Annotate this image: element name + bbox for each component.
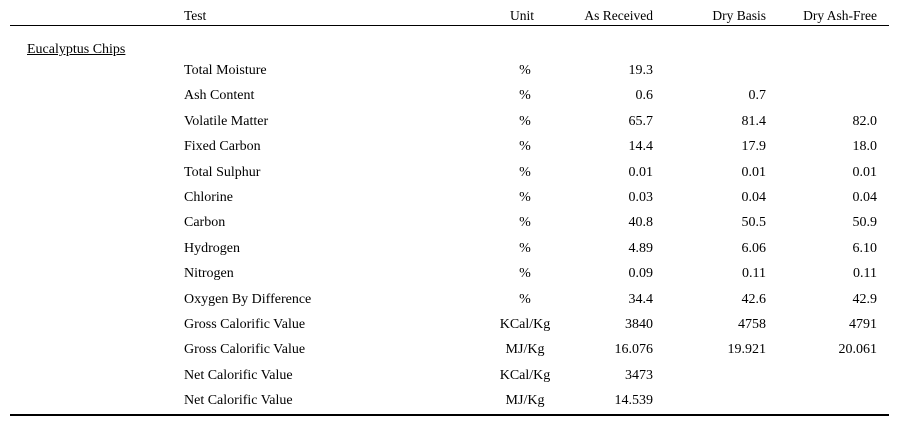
cell-as-received: 34.4: [628, 291, 654, 307]
cell-unit: %: [519, 139, 531, 155]
cell-dry-ash-free: 20.061: [838, 342, 878, 358]
table-row: Gross Calorific Value MJ/Kg 16.076 19.921 20…: [0, 342, 900, 364]
cell-as-received: 0.01: [628, 164, 654, 180]
cell-as-received: 4.89: [628, 240, 654, 256]
cell-as-received: 0.09: [628, 266, 654, 282]
cell-as-received: 40.8: [628, 215, 654, 231]
cell-unit: %: [519, 190, 531, 205]
cell-dry-ash-free: 18.0: [852, 139, 878, 155]
header-dry-ash-free: Dry Ash-Free: [803, 8, 877, 23]
table-row: Nitrogen% 0.09 0.11 0.11: [0, 266, 900, 288]
cell-as-received: 0.6: [635, 88, 654, 104]
cell-unit: KCal/Kg: [499, 367, 551, 383]
cell-test: Net Calorific Value: [184, 393, 293, 409]
cell-unit: %: [519, 63, 531, 78]
cell-unit: %: [519, 215, 531, 231]
cell-dry-ash-free: 0.04: [852, 190, 878, 205]
cell-unit: %: [519, 164, 531, 180]
cell-test: Gross Calorific Value: [184, 342, 306, 358]
cell-test: Chlorine: [184, 190, 233, 205]
table-row: Net Calorific Value MJ/Kg 14.539: [0, 393, 900, 415]
cell-dry-ash-free: 42.9: [852, 291, 878, 307]
table-row: Ash Content% 0.6 0.7: [0, 88, 900, 110]
cell-dry-ash-free: 6.10: [852, 240, 878, 256]
cell-as-received: 0.03: [628, 190, 654, 205]
table-row: Total Moisture% 19.3: [0, 63, 900, 85]
header-as-received: As Received: [584, 8, 653, 23]
cell-dry-basis: 19.921: [727, 342, 767, 358]
cell-unit: %: [519, 266, 531, 282]
table-row: Carbon% 40.8 50.5 50.9: [0, 215, 900, 237]
table-row: Hydrogen% 4.89 6.06 6.10: [0, 241, 900, 263]
cell-as-received: 19.3: [628, 63, 654, 78]
header-rule: [10, 25, 889, 26]
footer-rule: [10, 414, 889, 416]
sample-group-label: Eucalyptus Chips: [27, 42, 126, 57]
header-unit: Unit: [510, 8, 535, 23]
cell-as-received: 3473: [625, 367, 653, 383]
cell-as-received: 14.539: [614, 393, 654, 409]
cell-test: Total Sulphur: [184, 164, 261, 180]
cell-unit: %: [519, 291, 531, 307]
cell-test: Hydrogen: [184, 240, 240, 256]
table-row: Net Calorific Value KCal/Kg 3473: [0, 368, 900, 390]
cell-as-received: 3840: [625, 317, 653, 332]
cell-dry-basis: 17.9: [741, 139, 767, 155]
header-test: Test: [184, 8, 207, 23]
header-dry-basis: Dry Basis: [712, 8, 766, 23]
cell-unit: KCal/Kg: [499, 317, 551, 332]
cell-unit: MJ/Kg: [505, 393, 545, 409]
cell-dry-ash-free: 0.01: [852, 164, 878, 180]
table-row: Fixed Carbon% 14.4 17.9 18.0: [0, 139, 900, 161]
cell-dry-basis: 0.04: [741, 190, 767, 205]
cell-dry-basis: 81.4: [741, 113, 767, 129]
cell-test: Total Moisture: [184, 63, 267, 78]
cell-dry-basis: 42.6: [741, 291, 767, 307]
cell-unit: MJ/Kg: [505, 342, 545, 358]
cell-dry-basis: 0.7: [748, 88, 767, 104]
table-row: Oxygen By Difference% 34.4 42.6 42.9: [0, 292, 900, 314]
cell-unit: %: [519, 88, 531, 104]
cell-dry-basis: 6.06: [741, 240, 767, 256]
cell-test: Ash Content: [184, 88, 255, 104]
table-row: Volatile Matter% 65.7 81.4 82.0: [0, 114, 900, 136]
cell-test: Gross Calorific Value: [184, 317, 306, 332]
cell-dry-ash-free: 0.11: [853, 266, 877, 282]
cell-dry-ash-free: 4791: [849, 317, 877, 332]
cell-test: Oxygen By Difference: [184, 291, 312, 307]
cell-dry-ash-free: 50.9: [852, 215, 878, 231]
cell-unit: %: [519, 240, 531, 256]
cell-test: Carbon: [184, 215, 226, 231]
cell-unit: %: [519, 113, 531, 129]
cell-test: Nitrogen: [184, 266, 234, 282]
cell-as-received: 14.4: [628, 139, 654, 155]
table-row: Chlorine% 0.03 0.04 0.04: [0, 190, 900, 212]
table-row: Total Sulphur% 0.01 0.01 0.01: [0, 165, 900, 187]
cell-test: Net Calorific Value: [184, 367, 293, 383]
cell-dry-ash-free: 82.0: [852, 113, 878, 129]
cell-as-received: 16.076: [614, 342, 654, 358]
cell-as-received: 65.7: [628, 113, 654, 129]
cell-test: Volatile Matter: [184, 113, 269, 129]
cell-test: Fixed Carbon: [184, 139, 261, 155]
cell-dry-basis: 0.01: [741, 164, 767, 180]
cell-dry-basis: 50.5: [741, 215, 767, 231]
table-row: Gross Calorific Value KCal/Kg 3840 4758 4791: [0, 317, 900, 339]
cell-dry-basis: 0.11: [742, 266, 766, 282]
cell-dry-basis: 4758: [738, 317, 766, 332]
